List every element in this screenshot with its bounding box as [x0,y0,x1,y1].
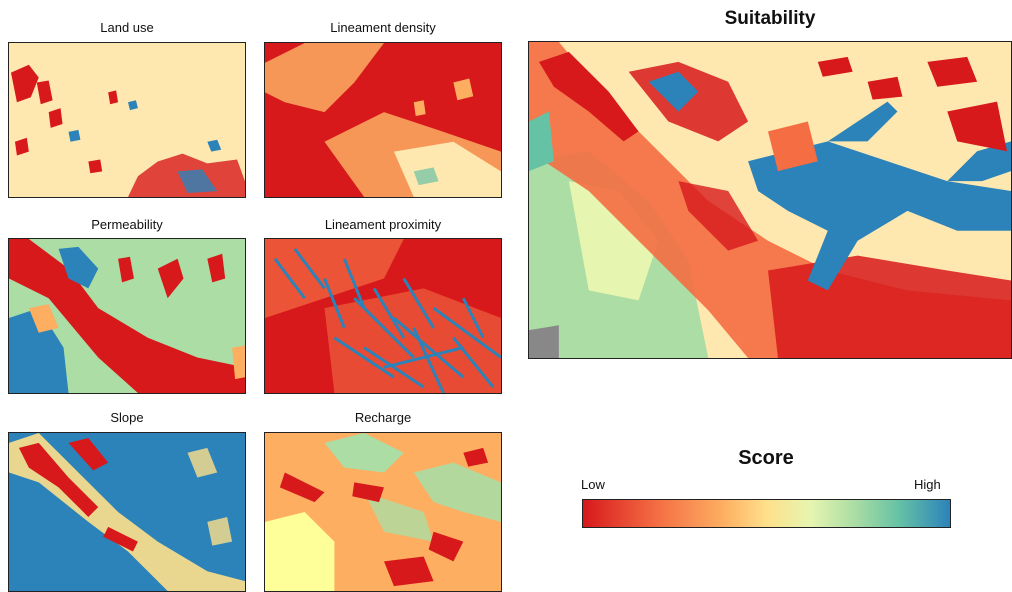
panel-title: Lineament proximity [324,217,442,232]
legend-low-label: Low [581,477,605,492]
suitability-map [528,41,1012,359]
panel-slope: Slope [8,410,246,592]
slope-map [8,432,246,592]
recharge-map [264,432,502,592]
panel-permeability: Permeability [8,217,246,394]
panel-title: Recharge [354,410,412,425]
panel-lineament-proximity: Lineament proximity [264,217,502,394]
panel-title: Land use [100,20,154,35]
panel-land-use: Land use [8,20,246,198]
legend-title: Score [738,447,794,469]
panel-recharge: Recharge [264,410,502,592]
lineament-density-map [264,42,502,198]
legend-color-ramp [582,499,951,528]
lineament-proximity-map [264,238,502,394]
panel-lineament-density: Lineament density [264,20,502,198]
legend-high-label: High [914,477,941,492]
permeability-map [8,238,246,394]
panel-title: Slope [110,410,144,425]
panel-title: Lineament density [330,20,436,35]
land-use-map [8,42,246,198]
suitability-title: Suitability [724,8,816,29]
panel-title: Permeability [91,217,163,232]
